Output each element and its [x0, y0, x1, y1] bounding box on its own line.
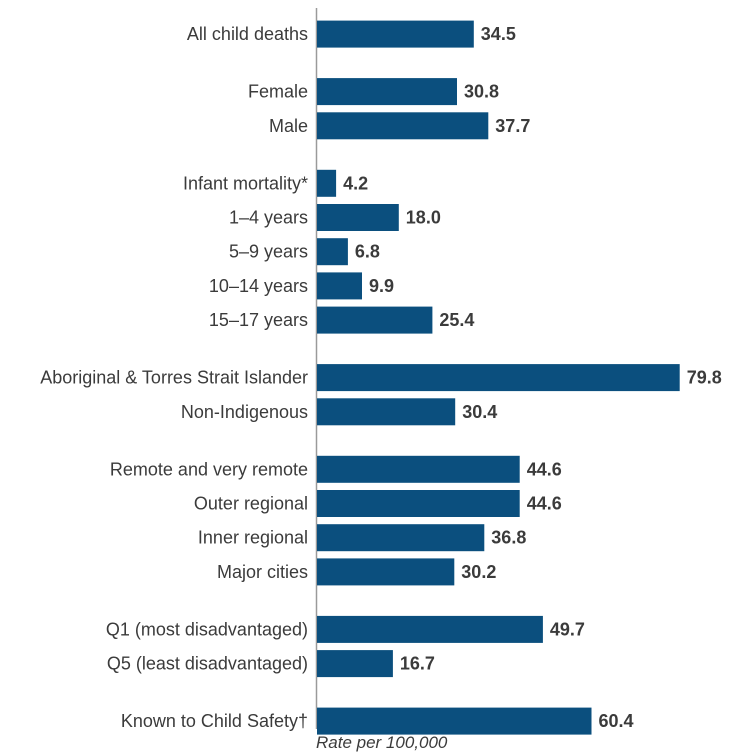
category-label: 1–4 years [229, 208, 308, 228]
category-label: All child deaths [187, 24, 308, 44]
bar [317, 707, 592, 735]
value-label: 30.8 [464, 82, 499, 102]
value-label: 44.6 [527, 459, 562, 479]
value-label: 49.7 [550, 619, 585, 639]
category-label: Q5 (least disadvantaged) [107, 654, 308, 674]
category-label: Aboriginal & Torres Strait Islander [40, 368, 308, 388]
value-label: 34.5 [481, 24, 516, 44]
category-label: Non-Indigenous [181, 402, 308, 422]
category-label: Female [248, 82, 308, 102]
category-label: Known to Child Safety† [121, 711, 308, 731]
value-label: 30.4 [462, 402, 497, 422]
category-label: 10–14 years [209, 276, 308, 296]
bar [317, 455, 520, 483]
category-label: Major cities [217, 562, 308, 582]
category-label: Male [269, 116, 308, 136]
value-label: 44.6 [527, 494, 562, 514]
category-label: Infant mortality* [183, 173, 308, 193]
category-label: Inner regional [198, 528, 308, 548]
bars: All child deaths 34.5 Female 30.8 Male 37.7 In… [40, 20, 722, 735]
value-label: 16.7 [400, 654, 435, 674]
bar [317, 398, 456, 426]
category-label: Remote and very remote [110, 459, 308, 479]
bar [317, 524, 485, 552]
bar [317, 169, 337, 197]
value-label: 36.8 [491, 528, 526, 548]
bar [317, 112, 489, 140]
bar [317, 364, 680, 392]
bar [317, 78, 457, 106]
value-label: 18.0 [406, 208, 441, 228]
value-label: 37.7 [495, 116, 530, 136]
bar [317, 204, 399, 231]
bar [317, 272, 362, 300]
value-label: 30.2 [461, 562, 496, 582]
value-label: 4.2 [343, 173, 368, 193]
bar [317, 615, 543, 643]
value-label: 79.8 [687, 368, 722, 388]
bar [317, 20, 474, 48]
category-label: 5–9 years [229, 242, 308, 262]
x-axis-title: Rate per 100,000 [316, 733, 448, 752]
category-label: Q1 (most disadvantaged) [106, 619, 308, 639]
category-label: 15–17 years [209, 310, 308, 330]
value-label: 9.9 [369, 276, 394, 296]
bar [317, 306, 433, 334]
bar [317, 650, 393, 678]
value-label: 60.4 [599, 711, 634, 731]
value-label: 25.4 [439, 310, 474, 330]
bar [317, 490, 520, 517]
bar [317, 558, 455, 586]
bar [317, 238, 348, 266]
category-label: Outer regional [194, 494, 308, 514]
value-label: 6.8 [355, 242, 380, 262]
